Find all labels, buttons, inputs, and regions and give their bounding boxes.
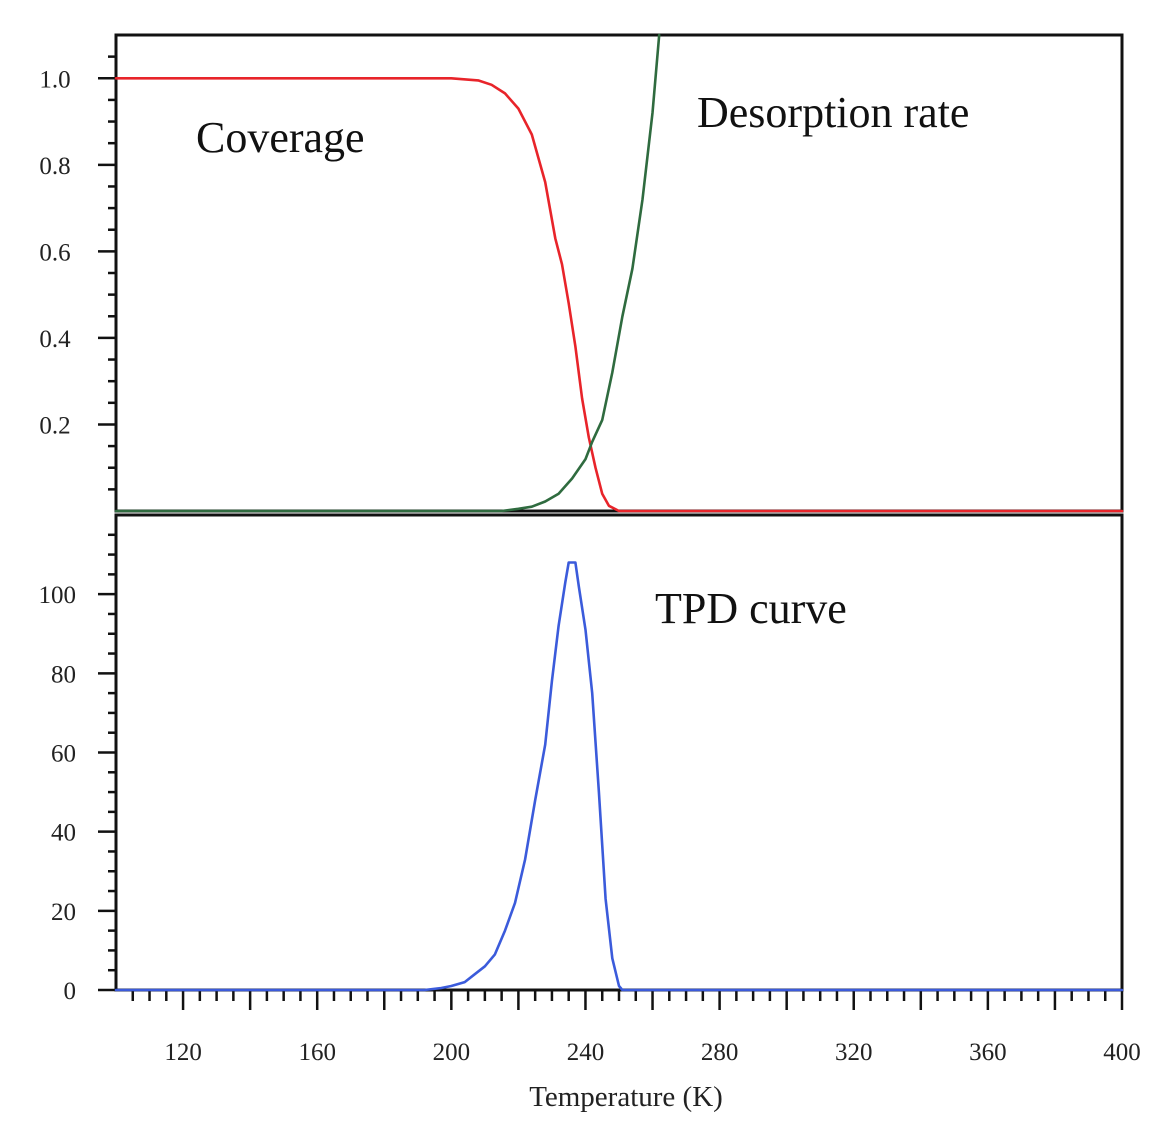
top-series-group: [114, 33, 1124, 513]
x-tick-label: 160: [298, 1039, 336, 1066]
y-tick-label: 80: [51, 661, 76, 688]
y-tick-label: 0: [64, 978, 77, 1005]
y-tick-label: 40: [51, 820, 76, 847]
bottom-plot-frame: [114, 513, 1124, 992]
y-tick-label: 60: [51, 741, 76, 768]
desorption-rate-annotation: Desorption rate: [697, 88, 969, 137]
y-tick-label: 100: [39, 582, 77, 609]
y-tick-label: 0.4: [39, 326, 71, 353]
desorption-rate-line: [114, 33, 661, 513]
y-tick-label: 0.6: [39, 239, 70, 266]
x-tick-label: 240: [567, 1039, 605, 1066]
x-tick-label: 400: [1103, 1039, 1141, 1066]
coverage-annotation: Coverage: [196, 113, 365, 162]
top-panel: 1.0 0.8 0.6 0.4 0.2 Coverage Desorption rate: [39, 33, 1124, 513]
bottom-series-group: [114, 561, 1124, 992]
tpd-curve-line: [114, 561, 1124, 992]
top-y-axis: 1.0 0.8 0.6 0.4 0.2: [39, 55, 116, 491]
x-tick-label: 280: [701, 1039, 739, 1066]
bottom-y-axis: 100 80 60 40 20 0: [39, 533, 116, 1005]
y-tick-label: 1.0: [39, 66, 70, 93]
x-tick-label: 360: [969, 1039, 1007, 1066]
x-tick-label: 320: [835, 1039, 873, 1066]
bottom-x-axis: 120 160 200 240 280 320 360 400: [131, 990, 1141, 1066]
tpd-curve-annotation: TPD curve: [655, 584, 847, 633]
x-tick-label: 200: [433, 1039, 471, 1066]
y-tick-label: 0.2: [39, 412, 70, 439]
top-plot-frame: [114, 33, 1124, 513]
coverage-line: [114, 77, 1124, 513]
x-tick-label: 120: [164, 1039, 202, 1066]
x-axis-title: Temperature (K): [529, 1081, 723, 1113]
y-tick-label: 20: [51, 899, 76, 926]
y-tick-label: 0.8: [39, 153, 70, 180]
